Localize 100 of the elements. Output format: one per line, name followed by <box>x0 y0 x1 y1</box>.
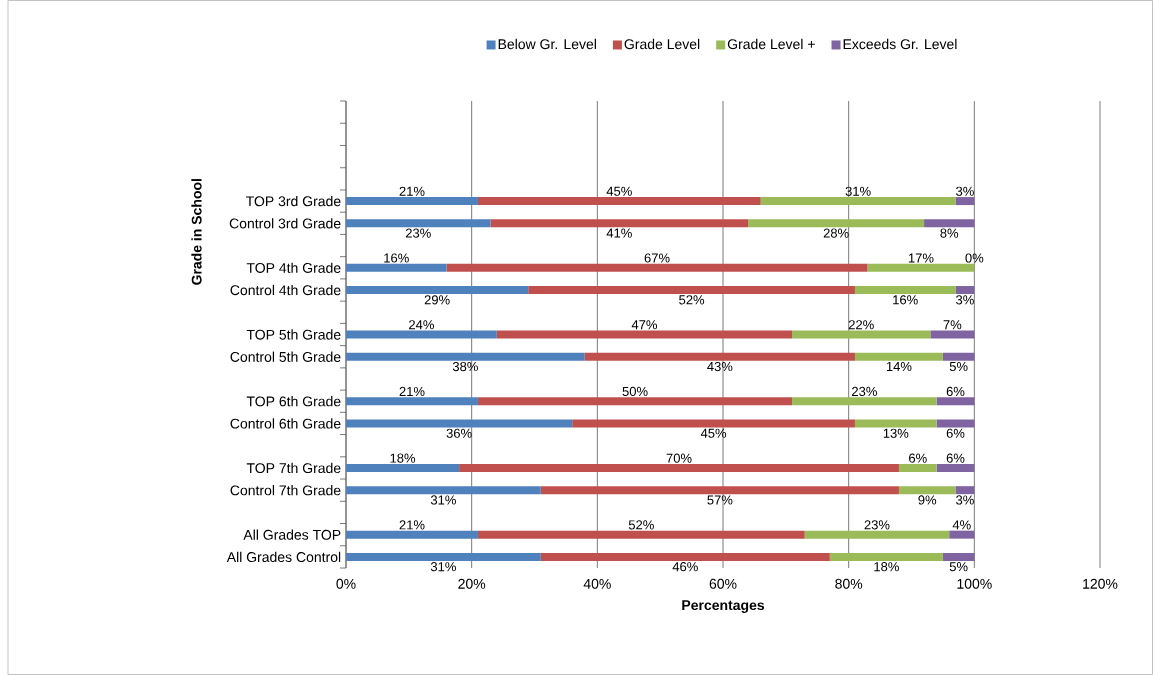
data-label: 22% <box>848 320 874 330</box>
x-tick-label: 100% <box>957 578 992 589</box>
bar <box>792 330 931 339</box>
bar <box>942 552 975 561</box>
data-label: 50% <box>622 386 648 397</box>
bar <box>936 397 975 406</box>
y-tick-label: TOP 6th Grade <box>246 396 341 407</box>
data-label: 3% <box>956 186 974 196</box>
y-tick-label: Control 4th Grade <box>230 284 341 296</box>
data-label: 5% <box>949 562 968 572</box>
bar <box>955 197 975 206</box>
bar <box>346 419 573 428</box>
bar <box>540 552 830 561</box>
bar <box>942 352 975 361</box>
data-label: 9% <box>918 495 937 505</box>
bar <box>346 486 541 495</box>
data-label: 45% <box>606 186 632 196</box>
data-label: 6% <box>909 453 927 463</box>
data-label: 31% <box>430 562 456 572</box>
bar <box>854 286 956 295</box>
data-label: 21% <box>399 520 425 530</box>
y-tick-label: Control 6th Grade <box>230 418 341 429</box>
bar <box>540 486 899 495</box>
bar <box>584 352 855 361</box>
y-tick-label: TOP 5th Grade <box>246 329 341 340</box>
data-label: 57% <box>707 495 733 505</box>
data-label: 31% <box>845 186 871 196</box>
data-label: 41% <box>606 228 632 238</box>
data-label: 14% <box>886 361 912 372</box>
data-label: 13% <box>883 428 909 438</box>
bar <box>459 463 899 472</box>
data-label: 21% <box>399 186 425 196</box>
data-label: 8% <box>940 228 959 238</box>
bar <box>867 263 975 272</box>
data-label: 5% <box>949 361 968 372</box>
bar <box>936 463 975 472</box>
data-label: 23% <box>864 520 890 530</box>
legend-label: Below Gr. Level <box>498 38 596 50</box>
data-label: 23% <box>405 228 431 238</box>
legend-label: Grade Level <box>624 38 700 50</box>
y-axis-title: Grade in School <box>191 179 202 285</box>
y-tick-label: All Grades Control <box>226 551 341 563</box>
bar <box>528 286 855 295</box>
bar <box>490 219 749 228</box>
x-tick-label: 80% <box>835 578 863 589</box>
data-label: 17% <box>908 253 934 263</box>
y-tick-label: TOP 7th Grade <box>246 462 341 474</box>
bar <box>346 286 529 295</box>
bar <box>936 419 975 428</box>
x-tick-label: 20% <box>458 578 486 589</box>
data-label: 38% <box>452 361 478 372</box>
bar <box>346 219 491 228</box>
bar <box>346 552 541 561</box>
bar <box>955 486 975 495</box>
bar <box>930 330 975 339</box>
data-label: 52% <box>628 520 654 530</box>
y-tick-label: All Grades TOP <box>243 529 341 540</box>
x-tick-label: 0% <box>336 578 356 589</box>
y-tick-label: Control 3rd Grade <box>229 218 341 229</box>
data-label: 28% <box>823 228 849 238</box>
bar <box>477 397 793 406</box>
bar <box>346 330 497 339</box>
data-label: 7% <box>943 320 962 330</box>
bar <box>748 219 925 228</box>
data-label: 67% <box>644 253 670 263</box>
bar <box>346 352 585 361</box>
bar <box>346 530 478 539</box>
data-label: 3% <box>956 495 974 505</box>
data-label: 24% <box>409 320 434 330</box>
bar <box>346 197 478 206</box>
x-tick-label: 120% <box>1083 578 1118 589</box>
data-label: 4% <box>952 520 971 530</box>
data-label: 18% <box>874 562 899 572</box>
y-tick-label: TOP 3rd Grade <box>246 195 341 207</box>
x-axis-title: Percentages <box>682 600 765 613</box>
bar <box>446 263 868 272</box>
bar <box>760 197 956 206</box>
legend-label: Exceeds Gr. Level <box>843 38 957 50</box>
data-label: 0% <box>965 253 984 263</box>
data-label: 70% <box>666 453 692 463</box>
data-label: 16% <box>384 253 409 263</box>
data-label: 36% <box>446 428 472 438</box>
bar <box>949 530 975 539</box>
bar <box>854 419 937 428</box>
data-label: 18% <box>390 453 416 463</box>
y-tick-label: Control 7th Grade <box>230 485 341 496</box>
x-tick-label: 60% <box>709 578 737 589</box>
bar <box>924 219 975 228</box>
bar <box>955 286 975 295</box>
data-label: 6% <box>946 428 965 438</box>
y-tick-label: Control 5th Grade <box>230 351 341 362</box>
y-tick-label: TOP 4th Grade <box>246 262 341 273</box>
data-label: 46% <box>672 562 698 572</box>
bar <box>792 397 937 406</box>
bar <box>477 530 805 539</box>
bar <box>854 352 943 361</box>
bar <box>572 419 855 428</box>
data-label: 45% <box>700 428 727 438</box>
data-label: 3% <box>956 295 974 305</box>
data-label: 16% <box>893 295 918 305</box>
